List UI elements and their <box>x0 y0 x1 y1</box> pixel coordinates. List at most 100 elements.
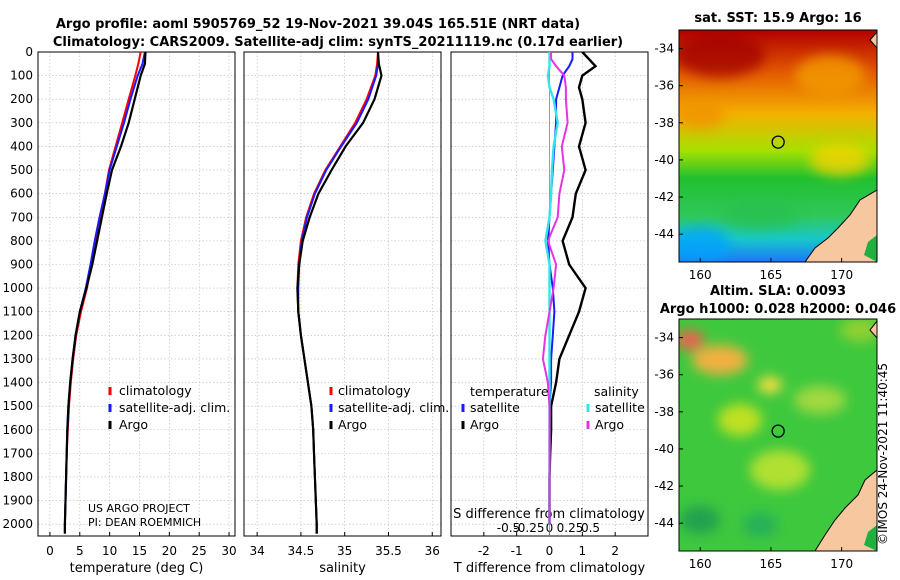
y-tick-label: 1400 <box>2 376 33 390</box>
y-tick-label: 400 <box>10 139 33 153</box>
sla-map-subtitle: Argo h1000: 0.028 h2000: 0.046 <box>660 302 896 317</box>
sal-climatology-line <box>296 51 379 534</box>
y-tick-label: 1900 <box>2 494 33 508</box>
legend-label: climatology <box>338 383 411 398</box>
legend-salinity-title: salinity <box>594 384 639 399</box>
x-tick-label: 0 <box>546 544 554 558</box>
map-y-tick-label: -36 <box>654 368 674 382</box>
map-y-tick-label: -34 <box>654 42 674 56</box>
x-tick-label: -1 <box>511 544 523 558</box>
map-y-tick-label: -34 <box>654 331 674 345</box>
map-y-tick-label: -38 <box>654 405 674 419</box>
legend-label: Argo <box>338 417 367 432</box>
y-tick-label: 0 <box>25 45 33 59</box>
imos-timestamp: ©IMOS 24-Nov-2021 11:40:45 <box>876 362 890 545</box>
y-tick-label: 1200 <box>2 328 33 342</box>
map-y-tick-label: -42 <box>654 479 674 493</box>
x-tick-label: 30 <box>221 544 236 558</box>
y-tick-label: 1700 <box>2 446 33 460</box>
sla-map: Altim. SLA: 0.0093 Argo h1000: 0.028 h20… <box>654 284 896 571</box>
legend-label: Argo <box>470 417 499 432</box>
legend-label: Argo <box>595 417 624 432</box>
map-x-tick-label: 160 <box>689 557 712 571</box>
map-y-tick-label: -36 <box>654 79 674 93</box>
x-axis-label: temperature (deg C) <box>70 561 204 576</box>
s-tick-label: 0.25 <box>557 521 584 535</box>
y-tick-label: 1600 <box>2 423 33 437</box>
legend-label: satellite <box>470 400 520 415</box>
sla-map-title: Altim. SLA: 0.0093 <box>710 284 846 299</box>
map-y-tick-label: -38 <box>654 116 674 130</box>
map-x-tick-label: 165 <box>759 557 782 571</box>
map-x-tick-label: 170 <box>830 268 853 282</box>
x-tick-label: 20 <box>162 544 177 558</box>
x-tick-label: 36 <box>425 544 440 558</box>
pi-annotation: PI: DEAN ROEMMICH <box>88 516 201 529</box>
legend-label: satellite-adj. clim. <box>119 400 230 415</box>
sst-map-title: sat. SST: 15.9 Argo: 16 <box>694 11 861 26</box>
legend-label: Argo <box>119 417 148 432</box>
x-axis-label: salinity <box>319 561 366 576</box>
x-tick-label: 34 <box>249 544 264 558</box>
x-tick-label: 15 <box>132 544 147 558</box>
y-tick-label: 1800 <box>2 470 33 484</box>
figure-title-line2: Climatology: CARS2009. Satellite-adj cli… <box>53 35 623 50</box>
y-tick-label: 2000 <box>2 517 33 531</box>
sla-argo-marker <box>771 424 785 438</box>
s-tick-label: -0.5 <box>497 521 520 535</box>
temp-argo-line <box>63 51 147 534</box>
difference-panel: -2 -1 0 1 2 T difference from climatology -0.5… <box>450 51 649 576</box>
y-tick-label: 1300 <box>2 352 33 366</box>
tdiff-argo-line <box>548 51 598 525</box>
legend-label: climatology <box>119 383 192 398</box>
x-tick-label: -2 <box>478 544 490 558</box>
y-tick-label: 200 <box>10 92 33 106</box>
map-y-tick-label: -40 <box>654 442 674 456</box>
salinity-panel: 34 34.5 35 35.5 36 salinity climatology satelli… <box>243 51 449 576</box>
project-annotation: US ARGO PROJECT <box>88 502 190 515</box>
x-tick-label: 2 <box>611 544 619 558</box>
x-tick-label: 25 <box>192 544 207 558</box>
y-tick-label: 600 <box>10 187 33 201</box>
y-tick-label: 300 <box>10 116 33 130</box>
temp-satellite-line <box>63 51 146 534</box>
legend-label: satellite <box>595 400 645 415</box>
y-tick-label: 100 <box>10 69 33 83</box>
sst-land <box>804 189 877 262</box>
sst-argo-marker <box>771 135 785 149</box>
legend-label: satellite-adj. clim. <box>338 400 449 415</box>
s-tick-label: 0.5 <box>581 521 600 535</box>
map-y-tick-label: -44 <box>654 227 674 241</box>
sal-satellite-line <box>297 52 379 534</box>
figure-title-line1: Argo profile: aoml 5905769_52 19-Nov-202… <box>56 17 580 32</box>
y-tick-label: 1500 <box>2 399 33 413</box>
x-tick-label: 0 <box>46 544 54 558</box>
y-tick-label: 500 <box>10 163 33 177</box>
sst-land-edge <box>864 235 877 262</box>
map-y-tick-label: -44 <box>654 516 674 530</box>
y-tick-label: 900 <box>10 257 33 271</box>
sla-land <box>814 469 877 551</box>
x-tick-label: 35.5 <box>375 544 402 558</box>
x-tick-label: 1 <box>579 544 587 558</box>
y-tick-label: 700 <box>10 210 33 224</box>
plot-frame <box>243 51 442 537</box>
sst-map: sat. SST: 15.9 Argo: 16 160 165 170 -34 -36 -… <box>654 11 878 282</box>
map-x-tick-label: 170 <box>830 557 853 571</box>
plot-frame <box>37 51 236 537</box>
y-tick-label: 1100 <box>2 305 33 319</box>
map-y-tick-label: -42 <box>654 190 674 204</box>
y-tick-label: 1000 <box>2 281 33 295</box>
x-tick-label: 10 <box>102 544 117 558</box>
x-tick-label: 5 <box>76 544 84 558</box>
map-x-tick-label: 165 <box>759 268 782 282</box>
s-tick-label: -0.25 <box>513 521 544 535</box>
x-tick-label: 35 <box>337 544 352 558</box>
y-tick-label: 800 <box>10 234 33 248</box>
sal-argo-line <box>296 51 383 534</box>
legend-temperature-title: temperature <box>470 384 549 399</box>
temperature-panel: 0 5 10 15 20 25 30 temperature (deg C) 0 100 200 30… <box>2 45 236 576</box>
sdiff-argo-line <box>541 52 569 525</box>
map-x-tick-label: 160 <box>689 268 712 282</box>
